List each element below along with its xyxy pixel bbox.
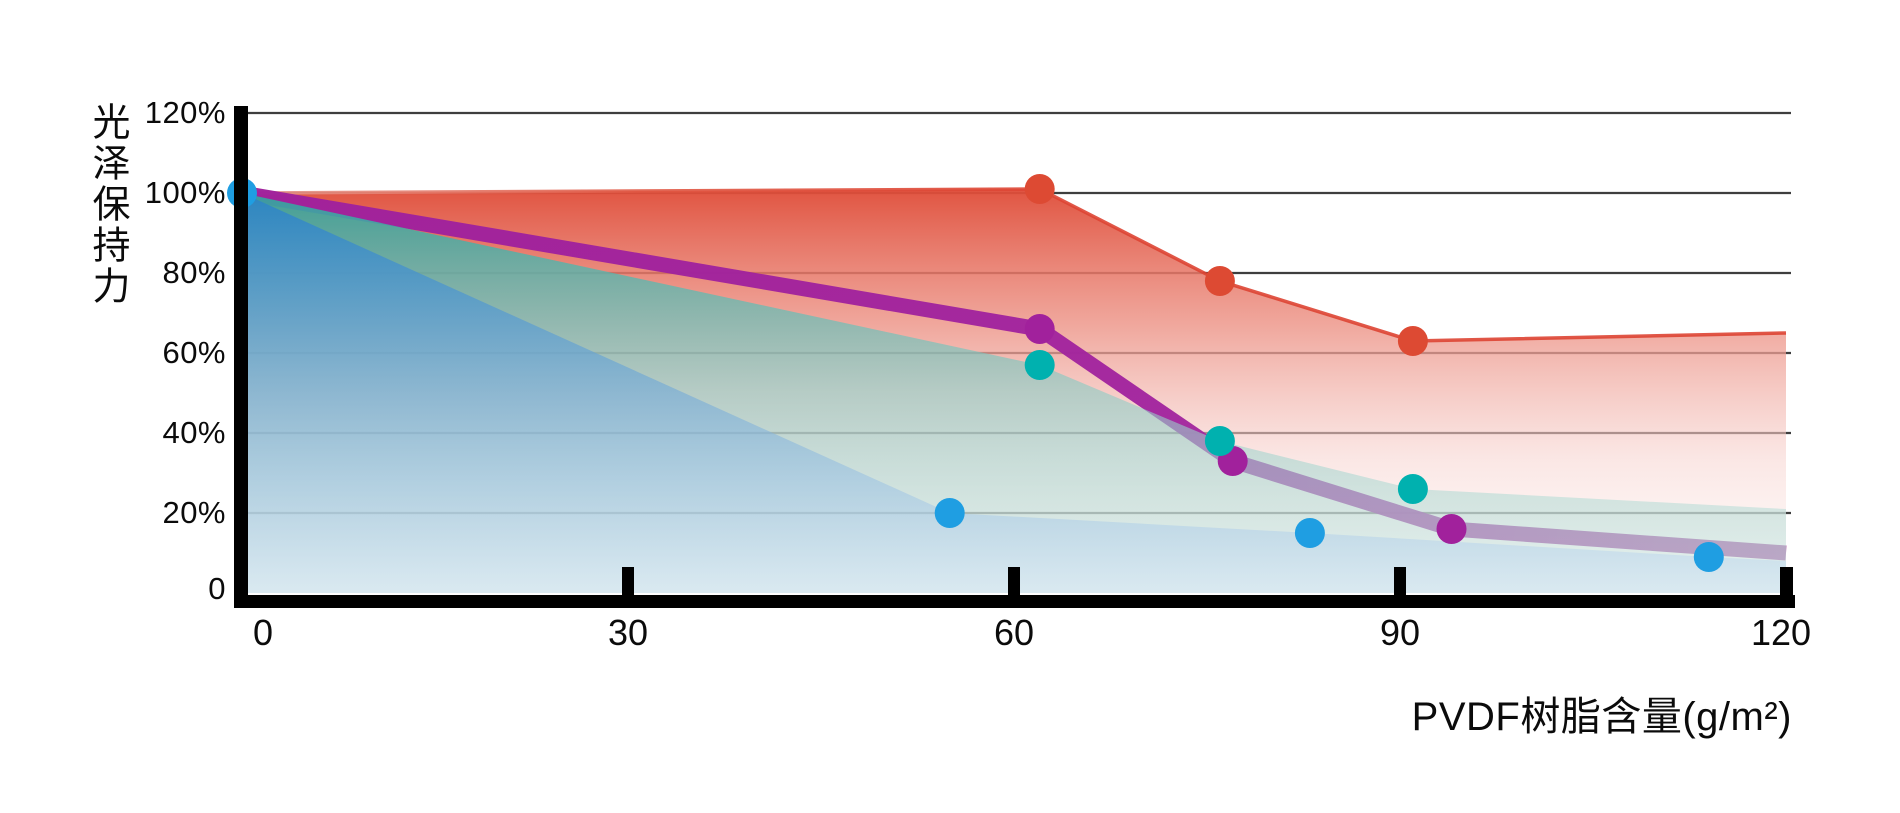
data-point — [1397, 326, 1428, 356]
teal-coating-points — [1024, 350, 1428, 504]
x-tick-label: 120 — [1750, 612, 1812, 653]
x-tick-label: 60 — [993, 612, 1035, 653]
y-tick-label: 120% — [144, 95, 226, 130]
axes — [234, 106, 1795, 608]
x-tick-label: 0 — [252, 612, 274, 653]
x-axis-end-tick — [1780, 567, 1794, 607]
y-axis-bar — [234, 106, 248, 606]
data-point — [1204, 266, 1235, 296]
data-point — [934, 498, 965, 528]
data-point — [1204, 426, 1235, 456]
data-point — [1397, 474, 1428, 504]
x-axis-tick — [622, 567, 635, 595]
data-point — [1024, 314, 1055, 344]
x-axis-tick — [1394, 567, 1407, 595]
data-point — [1024, 350, 1055, 380]
y-axis-title: 光泽保持力 — [86, 102, 128, 307]
x-axis-tick — [1008, 567, 1021, 595]
x-tick-label: 90 — [1379, 612, 1421, 653]
y-tick-label: 0 — [208, 571, 226, 606]
y-tick-label: 60% — [162, 335, 226, 370]
y-tick-label: 100% — [144, 175, 226, 210]
blue-series-area — [242, 193, 1786, 593]
x-axis-bar — [234, 595, 1795, 608]
y-tick-label: 80% — [162, 255, 226, 290]
data-point — [1294, 518, 1325, 548]
data-point — [1024, 174, 1055, 204]
data-point — [1693, 542, 1724, 572]
x-axis-title: PVDF树脂含量(g/m²) — [1411, 695, 1792, 739]
y-tick-label: 20% — [162, 495, 226, 530]
y-tick-label: 40% — [162, 415, 226, 450]
x-tick-label: 30 — [607, 612, 649, 653]
red-coating-points — [1024, 174, 1428, 356]
data-point — [1436, 514, 1467, 544]
